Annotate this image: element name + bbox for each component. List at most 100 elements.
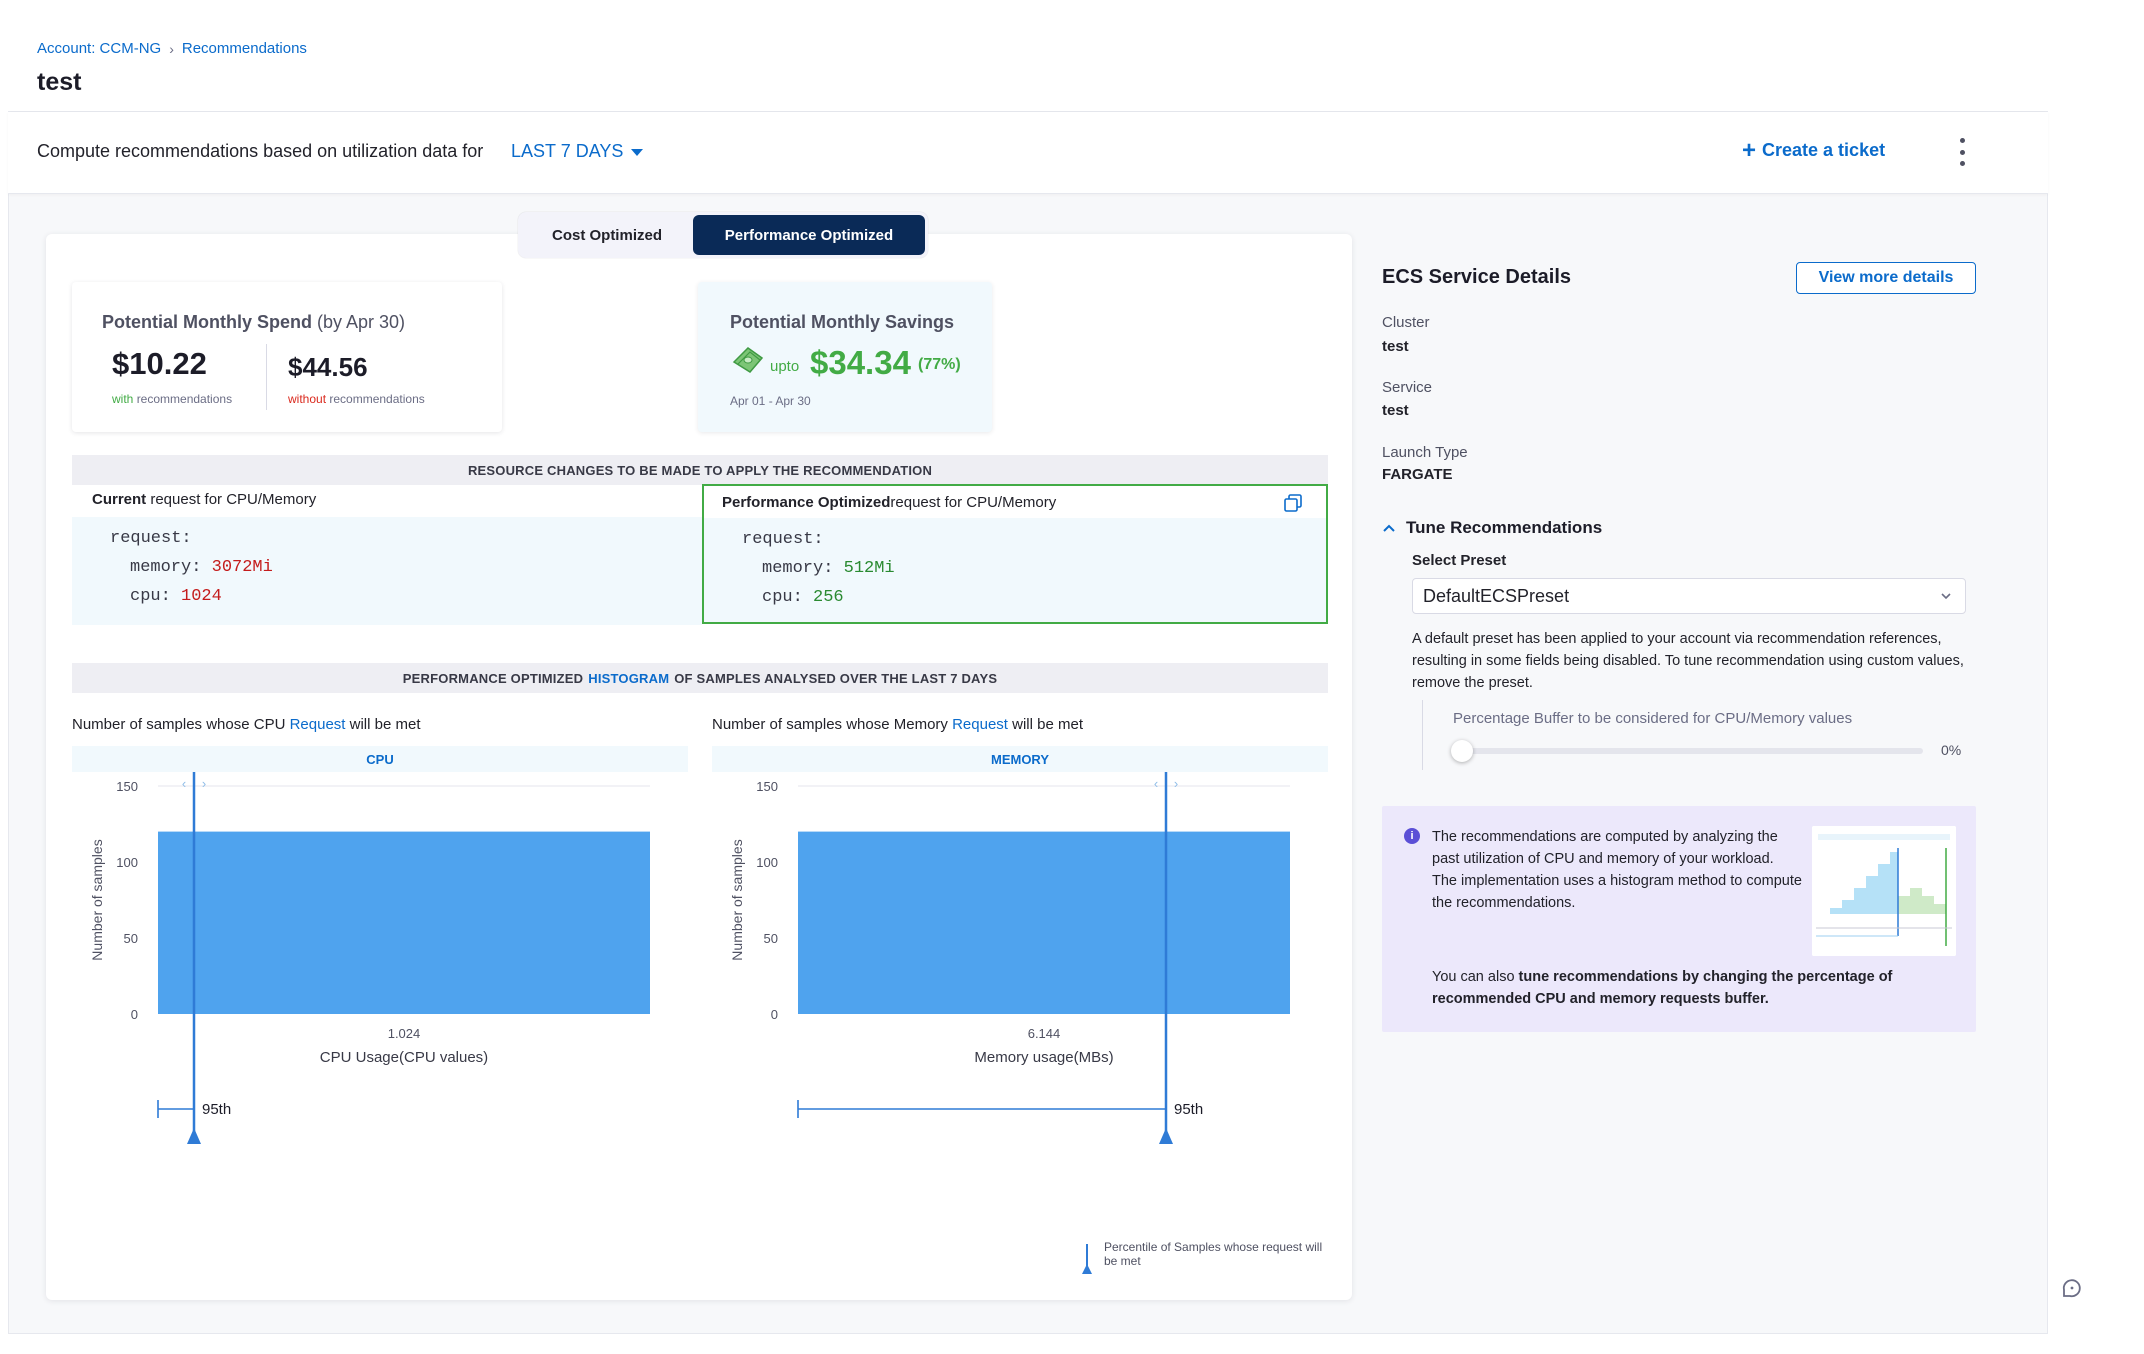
marker-handle-left: ‹	[1154, 776, 1158, 791]
spend-without-caption: without recommendations	[288, 392, 425, 406]
info-icon: i	[1404, 828, 1420, 844]
create-ticket-label: Create a ticket	[1762, 140, 1886, 160]
percentile-label: 95th	[202, 1101, 231, 1118]
y-tick-label: 50	[764, 931, 778, 946]
preset-value: DefaultECSPreset	[1423, 585, 1570, 606]
spend-label: Potential Monthly Spend (by Apr 30)	[102, 312, 406, 332]
histogram-bar	[158, 831, 650, 1014]
help-chat-icon[interactable]	[2058, 1274, 2086, 1302]
cluster-label: Cluster	[1382, 314, 1430, 331]
marker-handle-left: ‹	[182, 776, 186, 791]
period-value: LAST 7 DAYS	[511, 141, 624, 161]
savings-label: Potential Monthly Savings	[730, 312, 955, 332]
resource-changes-header: RESOURCE CHANGES TO BE MADE TO APPLY THE…	[72, 455, 1328, 485]
tab-performance-optimized[interactable]: Performance Optimized	[693, 215, 925, 255]
ecs-details-title: ECS Service Details	[1382, 266, 1571, 288]
buffer-section: Percentage Buffer to be considered for C…	[1422, 700, 1972, 770]
cpu-histogram-chart: 0 50 100 150 Number of samples 1.024 CPU Usage…	[89, 772, 650, 1144]
buffer-value: 0%	[1941, 742, 1962, 758]
info-callout: i The recommendations are computed by an…	[1382, 806, 1976, 1032]
memory-chart-title: MEMORY	[712, 746, 1328, 772]
tab-cost-optimized[interactable]: Cost Optimized	[551, 226, 662, 244]
mode-toggle: Cost Optimized Performance Optimized	[518, 212, 928, 258]
spend-without-value: $44.56	[288, 352, 368, 382]
y-tick-label: 150	[756, 779, 778, 794]
y-axis-label: Number of samples	[729, 839, 745, 960]
histogram-illustration	[1812, 826, 1956, 956]
service-value: test	[1382, 402, 1409, 419]
histogram-section-header: PERFORMANCE OPTIMIZED HISTOGRAM OF SAMPLES…	[72, 663, 1328, 693]
memory-histogram-title: Number of samples whose Memory Request w…	[712, 716, 1083, 733]
recommended-request-panel: Performance Optimizedrequest for CPU/Mem…	[702, 484, 1328, 624]
service-label: Service	[1382, 379, 1433, 396]
spend-with-value: $10.22	[112, 346, 207, 381]
chevron-down-icon	[1941, 593, 1951, 600]
cpu-histogram-title: Number of samples whose CPU Request will…	[72, 716, 421, 733]
marker-handle-right: ›	[1174, 776, 1178, 791]
money-icon	[732, 347, 764, 373]
cpu-chart-title: CPU	[72, 746, 688, 772]
marker-handle-right: ›	[202, 776, 206, 791]
y-tick-label: 100	[116, 855, 138, 870]
launch-type-label: Launch Type	[1382, 444, 1468, 461]
page-header: Account: CCM-NG › Recommendations test	[8, 0, 2048, 112]
code-cpu-line: cpu: 1024	[130, 587, 222, 606]
tune-recommendations-toggle[interactable]: Tune Recommendations	[1382, 518, 1602, 538]
launch-type-value: FARGATE	[1382, 466, 1453, 483]
cluster-value: test	[1382, 338, 1409, 355]
copy-icon[interactable]	[1284, 494, 1302, 512]
x-axis-label: CPU Usage(CPU values)	[320, 1049, 488, 1066]
spend-divider	[266, 344, 267, 410]
info-text-tune: You can also tune recommendations by cha…	[1432, 969, 1893, 1007]
chevron-up-icon	[1383, 524, 1395, 532]
buffer-slider-thumb[interactable]	[1451, 740, 1473, 762]
y-tick-label: 100	[756, 855, 778, 870]
y-tick-label: 50	[124, 931, 138, 946]
percentile-label: 95th	[1174, 1101, 1203, 1118]
x-tick-label: 1.024	[388, 1026, 421, 1041]
toolbar-description: Compute recommendations based on utiliza…	[37, 141, 484, 161]
breadcrumb-account-link[interactable]: Account: CCM-NG	[37, 40, 162, 57]
y-tick-label: 0	[771, 1007, 778, 1022]
code-cpu-line: cpu: 256	[762, 588, 844, 607]
preset-help-text: A default preset has been applied to you…	[1412, 631, 1964, 691]
code-request-key: request:	[110, 529, 192, 548]
percentile-legend-text: Percentile of Samples whose request will…	[1104, 1240, 1323, 1268]
memory-histogram-chart: 0 50 100 150 Number of samples 6.144 Memory us…	[729, 772, 1290, 1144]
x-axis-label: Memory usage(MBs)	[974, 1049, 1113, 1066]
y-axis-label: Number of samples	[89, 839, 105, 960]
buffer-slider-track[interactable]	[1457, 748, 1923, 754]
create-ticket-button[interactable]: + Create a ticket	[1742, 136, 1886, 164]
kebab-menu-icon[interactable]	[1956, 138, 1968, 166]
code-memory-line: memory: 3072Mi	[130, 558, 273, 577]
percentile-marker-icon	[1082, 1244, 1092, 1274]
histogram-bar	[798, 831, 1290, 1014]
savings-upto: upto	[770, 358, 800, 375]
recommended-request-code: request: memory: 512Mi cpu: 256	[704, 518, 1326, 622]
percentile-marker-arrow	[1159, 1128, 1173, 1144]
select-preset-label: Select Preset	[1412, 552, 1507, 569]
preset-select[interactable]: DefaultECSPreset	[1412, 578, 1966, 614]
page-title: test	[37, 68, 82, 96]
current-request-code: request: memory: 3072Mi cpu: 1024	[72, 517, 702, 625]
period-dropdown[interactable]: LAST 7 DAYS	[511, 141, 644, 162]
savings-amount: $34.34	[810, 344, 911, 381]
plus-icon: +	[1742, 136, 1757, 164]
x-tick-label: 6.144	[1028, 1026, 1061, 1041]
view-more-details-button[interactable]: View more details	[1796, 262, 1976, 294]
savings-percent: (77%)	[918, 356, 961, 373]
y-tick-label: 0	[131, 1007, 138, 1022]
breadcrumb: Account: CCM-NG › Recommendations	[37, 40, 307, 57]
recommended-request-heading: Performance Optimizedrequest for CPU/Mem…	[722, 494, 1057, 511]
spend-with-caption: with recommendations	[112, 392, 233, 406]
current-request-panel: Current request for CPU/Memory request: …	[72, 485, 702, 625]
breadcrumb-recommendations-link[interactable]: Recommendations	[181, 40, 307, 57]
toolbar: Compute recommendations based on utiliza…	[8, 112, 2048, 194]
info-text: The recommendations are computed by anal…	[1432, 829, 1802, 911]
y-tick-label: 150	[116, 779, 138, 794]
savings-date-range: Apr 01 - Apr 30	[730, 394, 811, 408]
code-request-key: request:	[742, 530, 824, 549]
code-memory-line: memory: 512Mi	[762, 559, 895, 578]
caret-down-icon	[631, 149, 644, 156]
